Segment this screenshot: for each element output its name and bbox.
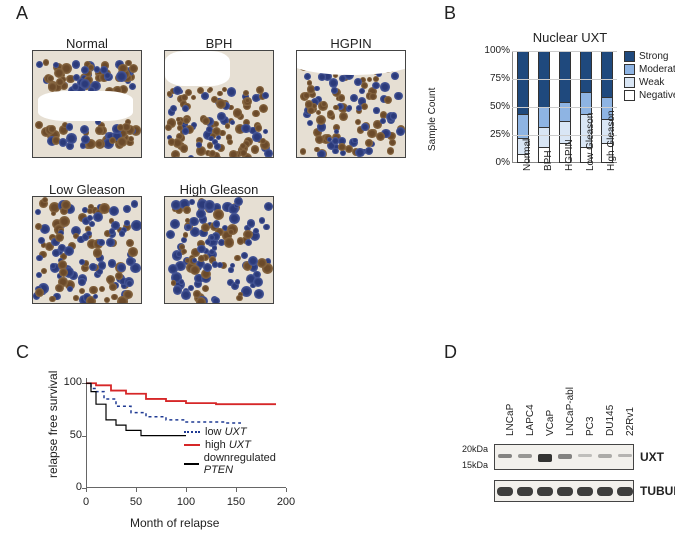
histo-title-bph: BPH (164, 36, 274, 48)
chartb-ylabel: Sample Count (427, 88, 438, 151)
lane-label: PC3 (585, 417, 596, 436)
histo-img-hgpin (296, 50, 406, 158)
western-blot: LNCaPLAPC4VCaPLNCaP-ablPC3DU14522Rv1 20k… (454, 376, 664, 442)
histo-title-highgleason: High Gleason (164, 182, 274, 194)
lane-label: VCaP (545, 410, 556, 436)
chartc-ylabel: relapse free survival (46, 371, 60, 478)
chartb-ytick: 25% (482, 129, 510, 140)
histo-img-normal (32, 50, 142, 158)
chartb-legend-row: Weak (624, 77, 675, 88)
km-curve (86, 383, 276, 404)
blot-label-tubulin: TUBULIN (640, 484, 675, 498)
chartb-xtick: High Gleason (606, 110, 617, 171)
chartc-xlabel: Month of relapse (130, 516, 219, 530)
chartb-ytick: 75% (482, 73, 510, 84)
histo-title-normal: Normal (32, 36, 142, 48)
panel-label-d: D (444, 342, 457, 363)
chartc-xtick: 150 (221, 496, 251, 508)
chartb-title: Nuclear UXT (470, 30, 670, 45)
chartc-legend-row: low UXT (184, 426, 300, 438)
panel-label-b: B (444, 3, 456, 24)
chartc-xtick: 200 (271, 496, 301, 508)
blot-tubulin (494, 480, 634, 502)
histo-title-hgpin: HGPIN (296, 36, 406, 48)
lane-label: LNCaP (505, 404, 516, 436)
histo-img-bph (164, 50, 274, 158)
chartc-xtick: 50 (121, 496, 151, 508)
km-curve (86, 383, 186, 435)
panel-label-a: A (16, 3, 28, 24)
panel-label-c: C (16, 342, 29, 363)
histo-img-highgleason (164, 196, 274, 304)
chartb-ytick: 0% (482, 157, 510, 168)
lane-labels: LNCaP LAPC4 VCaP LNCaP-abl PC3 DU145 22Rv1 (454, 376, 664, 442)
chartc-ytick: 0 (60, 481, 82, 493)
histo-img-lowgleason (32, 196, 142, 304)
chartb-legend-row: Negative (624, 90, 675, 101)
chartb-legend: Strong Moderate Weak Negative (624, 51, 675, 103)
chartb-legend-row: Strong (624, 51, 675, 62)
histo-title-lowgleason: Low Gleason (32, 182, 142, 194)
chartb-xtick: BPH (543, 150, 554, 171)
blot-uxt (494, 444, 634, 470)
chartb-xtick: HGPIN (564, 139, 575, 171)
chartc-legend: low UXThigh UXTdownregulated PTEN (184, 426, 300, 477)
lane-label: LAPC4 (525, 404, 536, 436)
chartc-xtick: 100 (171, 496, 201, 508)
lane-label: 22Rv1 (625, 407, 636, 436)
lane-label: LNCaP-abl (565, 387, 576, 436)
chartb-xtick: Normal (522, 139, 533, 171)
blot-label-uxt: UXT (640, 450, 664, 464)
size-marker: 15kDa (454, 460, 488, 470)
chartb-xtick: Low Gleason (585, 113, 596, 171)
size-marker: 20kDa (454, 444, 488, 454)
chart-km: relapse free survival Month of relapse l… (50, 370, 300, 535)
chartc-xtick: 0 (71, 496, 101, 508)
km-curve (86, 383, 241, 423)
chart-nuclear-uxt: Nuclear UXT Sample Count StrongModerateW… (470, 30, 670, 250)
chartb-ytick: 100% (482, 45, 510, 56)
chartc-legend-row: downregulated PTEN (184, 452, 300, 476)
chartc-ytick: 50 (60, 429, 82, 441)
lane-label: DU145 (605, 405, 616, 436)
chartc-ytick: 100 (60, 376, 82, 388)
histology-grid: Normal BPH HGPIN Low Gleason High Gleaso… (32, 36, 406, 306)
chartb-ytick: 50% (482, 101, 510, 112)
chartc-legend-row: high UXT (184, 439, 300, 451)
chartb-legend-row: Moderate (624, 64, 675, 75)
